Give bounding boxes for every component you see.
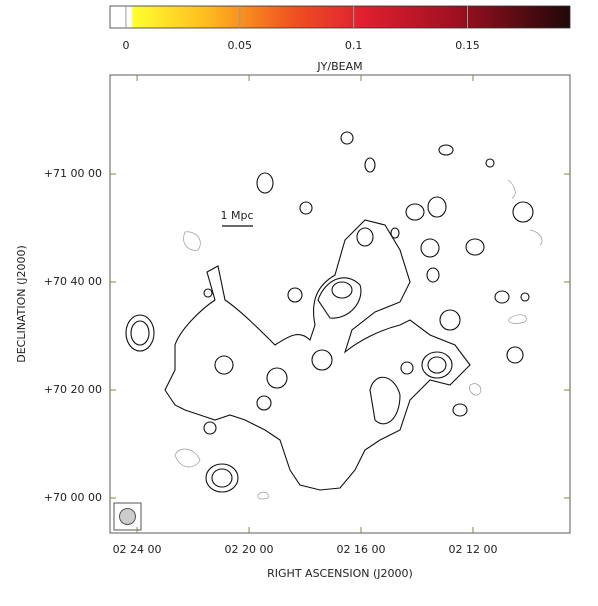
colorbar-tick-label: 0.1: [345, 39, 363, 52]
x-tick-label: 02 16 00: [337, 543, 386, 556]
colorbar-tick-label: 0.15: [455, 39, 480, 52]
y-tick-label: +70 40 00: [44, 275, 102, 288]
scale-bar-label: 1 Mpc: [220, 209, 253, 222]
plot-frame: [109, 74, 571, 534]
y-axis-label: DECLINATION (J2000): [15, 245, 28, 363]
x-tick-label: 02 20 00: [225, 543, 274, 556]
beam-box: [113, 502, 142, 531]
x-tick-label: 02 12 00: [448, 543, 497, 556]
sky-image: [125, 131, 543, 500]
y-tick-label: +70 20 00: [44, 383, 102, 396]
colorbar-tick-label: 0.05: [228, 39, 253, 52]
beam: [119, 508, 136, 525]
y-tick-label: +71 00 00: [44, 167, 102, 180]
colorbar-tick-label: 0: [122, 39, 129, 52]
y-tick-label: +70 00 00: [44, 491, 102, 504]
x-axis-label: RIGHT ASCENSION (J2000): [267, 567, 413, 580]
colorbar-label: JY/BEAM: [316, 60, 362, 73]
x-tick-label: 02 24 00: [113, 543, 162, 556]
colorbar: [109, 5, 571, 29]
